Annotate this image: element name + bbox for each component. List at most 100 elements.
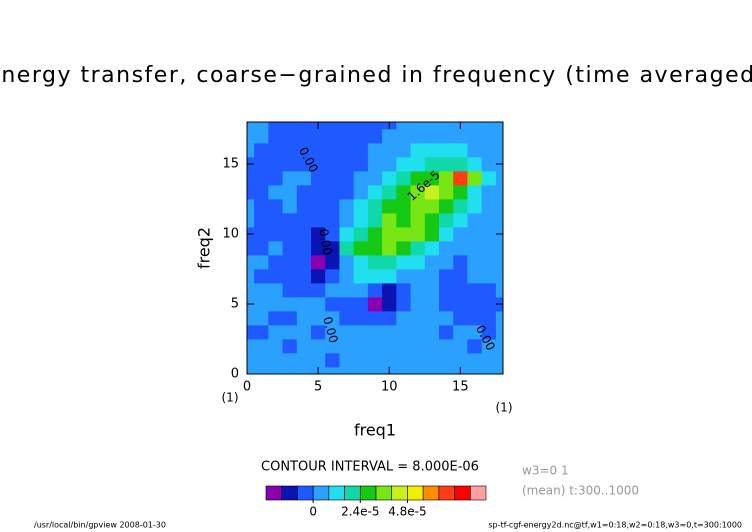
contour-cell — [424, 283, 440, 298]
contour-cell — [396, 339, 411, 354]
contour-cell — [282, 227, 298, 242]
contour-cell — [254, 353, 269, 368]
contour-cell — [467, 353, 483, 368]
contour-cell — [453, 199, 468, 214]
contour-cell — [439, 157, 454, 172]
contour-cell — [424, 129, 440, 144]
contour-cell — [467, 122, 483, 130]
contour-cell — [439, 325, 454, 340]
contour-cell — [481, 367, 497, 374]
contour-cell — [353, 241, 369, 256]
contour-cell — [410, 255, 426, 270]
contour-cell — [353, 129, 369, 144]
contour-cell — [325, 325, 340, 340]
contour-cell — [382, 199, 397, 214]
contour-cell — [268, 241, 283, 256]
y-units: (1) — [222, 391, 239, 405]
contour-cell — [254, 227, 269, 242]
contour-cell — [495, 143, 503, 158]
contour-cell — [282, 199, 298, 214]
contour-cell — [367, 255, 383, 270]
colorbar-box — [265, 485, 283, 501]
y-tick-label: 0 — [231, 367, 239, 382]
contour-cell — [467, 129, 483, 144]
contour-cell — [481, 227, 497, 242]
contour-cell — [396, 227, 411, 242]
contour-cell — [268, 129, 283, 144]
contour-cell — [311, 353, 326, 368]
contour-cell — [296, 185, 312, 200]
contour-cell — [396, 325, 411, 340]
contour-cell — [467, 199, 483, 214]
contour-cell — [367, 185, 383, 200]
contour-cell — [396, 311, 411, 326]
contour-cell — [439, 269, 454, 284]
contour-cell — [367, 297, 383, 312]
contour-cell — [311, 157, 326, 172]
contour-cell — [254, 297, 269, 312]
contour-cell — [268, 311, 283, 326]
contour-cell — [439, 283, 454, 298]
colorbar-title: CONTOUR INTERVAL = 8.000E-06 — [261, 460, 479, 475]
chart-title: energy transfer, coarse−grained in frequ… — [0, 63, 752, 88]
contour-cell — [481, 297, 497, 312]
contour-cell — [311, 143, 326, 158]
contour-cell — [495, 269, 503, 284]
contour-cell — [268, 297, 283, 312]
contour-cell — [382, 213, 397, 228]
contour-cell — [254, 185, 269, 200]
contour-cell — [495, 283, 503, 298]
contour-cell — [247, 241, 255, 256]
contour-cell — [439, 213, 454, 228]
contour-cell — [367, 241, 383, 256]
contour-cell — [353, 325, 369, 340]
contour-cell — [467, 143, 483, 158]
contour-cell — [296, 157, 312, 172]
footer-left: /usr/local/bin/gpview 2008-01-30 — [34, 521, 166, 530]
contour-cell — [339, 171, 355, 186]
contour-cell — [282, 129, 298, 144]
contour-cell — [268, 339, 283, 354]
side-note: w3=0 1 — [522, 464, 569, 478]
contour-cell — [268, 227, 283, 242]
footer-right: sp-tf-cgf-energy2d.nc@tf,w1=0:18,w2=0:18… — [488, 521, 742, 530]
contour-cell — [396, 297, 411, 312]
contour-cell — [353, 269, 369, 284]
contour-cell — [268, 122, 283, 130]
contour-cell — [382, 241, 397, 256]
contour-cell — [254, 213, 269, 228]
contour-cell — [353, 297, 369, 312]
colorbar-box — [407, 485, 424, 501]
contour-cell — [410, 157, 426, 172]
contour-cell — [325, 353, 340, 368]
contour-cell — [481, 171, 497, 186]
contour-cell — [382, 157, 397, 172]
contour-cell — [339, 325, 355, 340]
contour-cell — [268, 367, 283, 374]
y-axis-label: freq2 — [195, 227, 214, 269]
contour-cell — [339, 129, 355, 144]
contour-cell — [325, 283, 340, 298]
contour-cell — [467, 325, 483, 340]
y-tick-label: 15 — [222, 157, 239, 172]
colorbar-box — [297, 485, 314, 501]
colorbar-box — [375, 485, 393, 501]
contour-cell — [254, 122, 269, 130]
contour-cell — [410, 171, 426, 186]
contour-cell — [353, 255, 369, 270]
contour-cell — [439, 129, 454, 144]
contour-cell — [481, 129, 497, 144]
contour-cell — [311, 339, 326, 354]
contour-cell — [367, 325, 383, 340]
x-tick-label: 0 — [243, 380, 251, 395]
contour-cell — [282, 269, 298, 284]
contour-cell — [268, 199, 283, 214]
contour-cell — [396, 143, 411, 158]
contour-cell — [495, 185, 503, 200]
contour-cell — [268, 185, 283, 200]
contour-cell — [353, 185, 369, 200]
contour-cell — [325, 213, 340, 228]
contour-cell — [247, 129, 255, 144]
x-axis-label: freq1 — [354, 421, 396, 440]
side-note: (mean) t:300..1000 — [522, 484, 639, 498]
